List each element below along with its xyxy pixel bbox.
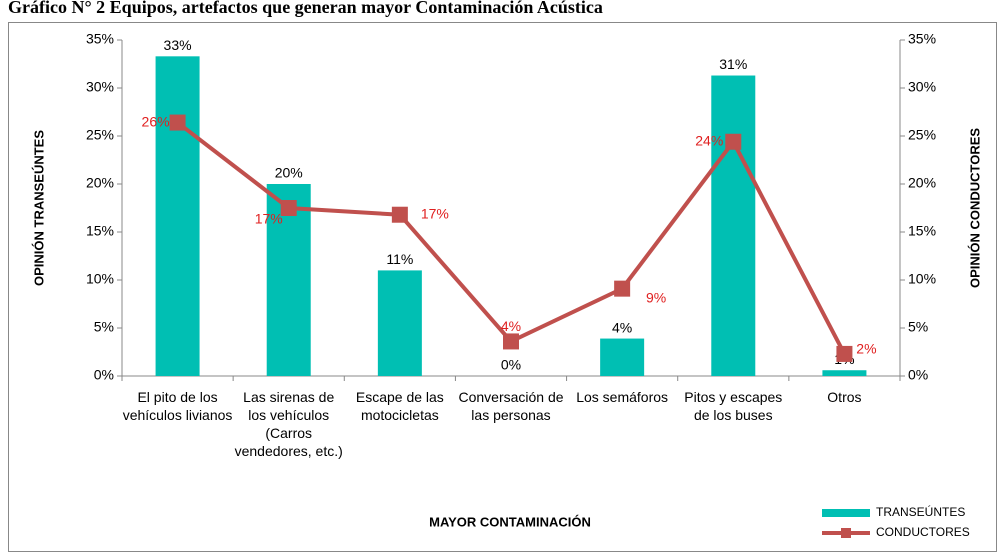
x-tick-label: Escape de las motocicletas	[355, 389, 444, 423]
line-value-label: 24%	[695, 132, 723, 148]
bar-value-label: 33%	[164, 37, 192, 53]
y2-tick-label: 25%	[908, 127, 936, 143]
line-marker	[614, 280, 631, 297]
bar	[377, 270, 422, 376]
x-tick-label: Pitos y escapes de los buses	[684, 389, 783, 423]
line-value-label: 4%	[501, 318, 521, 334]
y-tick-label: 20%	[86, 175, 114, 191]
legend-label: TRANSEÚNTES	[876, 504, 965, 519]
y2-tick-label: 35%	[908, 31, 936, 47]
bar-value-label: 4%	[612, 319, 632, 335]
bar	[155, 56, 200, 376]
legend-marker	[841, 528, 851, 538]
y-axis-title: OPINIÓN TRANSEÚNTES	[31, 130, 46, 286]
y2-axis-title: OPINIÓN CONDUCTORES	[967, 128, 982, 288]
line-value-label: 26%	[142, 113, 170, 129]
x-tick-label: Los semáforos	[576, 389, 669, 405]
line-value-label: 17%	[421, 205, 449, 221]
line-marker	[169, 114, 186, 131]
y2-tick-label: 5%	[908, 319, 928, 335]
line-value-label: 9%	[646, 289, 666, 305]
line-value-label: 17%	[255, 211, 283, 227]
bar-value-label: 20%	[275, 165, 303, 181]
bar	[711, 75, 756, 377]
y2-tick-label: 0%	[908, 367, 928, 383]
legend-label: CONDUCTORES	[876, 525, 970, 539]
chart-title: Gráfico N° 2 Equipos, artefactos que gen…	[8, 0, 603, 17]
line-marker	[725, 133, 742, 150]
y2-tick-label: 30%	[908, 79, 936, 95]
bar	[600, 338, 645, 376]
chart-frame	[8, 22, 997, 552]
legend-swatch	[822, 509, 870, 517]
y-tick-label: 10%	[86, 271, 114, 287]
bar-value-label: 11%	[386, 251, 413, 267]
x-tick-label: El pito de los vehículos livianos	[122, 389, 233, 423]
bar-value-label: 0%	[501, 357, 521, 373]
line-marker	[836, 345, 853, 362]
y-tick-label: 5%	[94, 319, 114, 335]
y-tick-label: 15%	[86, 223, 114, 239]
y-tick-label: 35%	[86, 31, 114, 47]
y2-tick-label: 10%	[908, 271, 936, 287]
bar-value-label: 31%	[719, 56, 747, 72]
y-tick-label: 30%	[86, 79, 114, 95]
y2-tick-label: 20%	[908, 175, 936, 191]
y-tick-label: 0%	[94, 367, 114, 383]
line-marker	[280, 200, 297, 216]
x-axis-title: MAYOR CONTAMINACIÓN	[429, 514, 591, 529]
bar	[822, 370, 867, 376]
line-marker	[503, 333, 519, 350]
x-tick-label: Las sirenas de los vehículos (Carros ven…	[234, 389, 343, 459]
x-tick-label: Otros	[827, 389, 862, 405]
y-tick-label: 25%	[86, 127, 114, 143]
x-tick-label: Conversación de las personas	[458, 389, 564, 423]
y2-tick-label: 15%	[908, 223, 936, 239]
line-value-label: 2%	[856, 341, 876, 357]
line-marker	[391, 206, 408, 223]
